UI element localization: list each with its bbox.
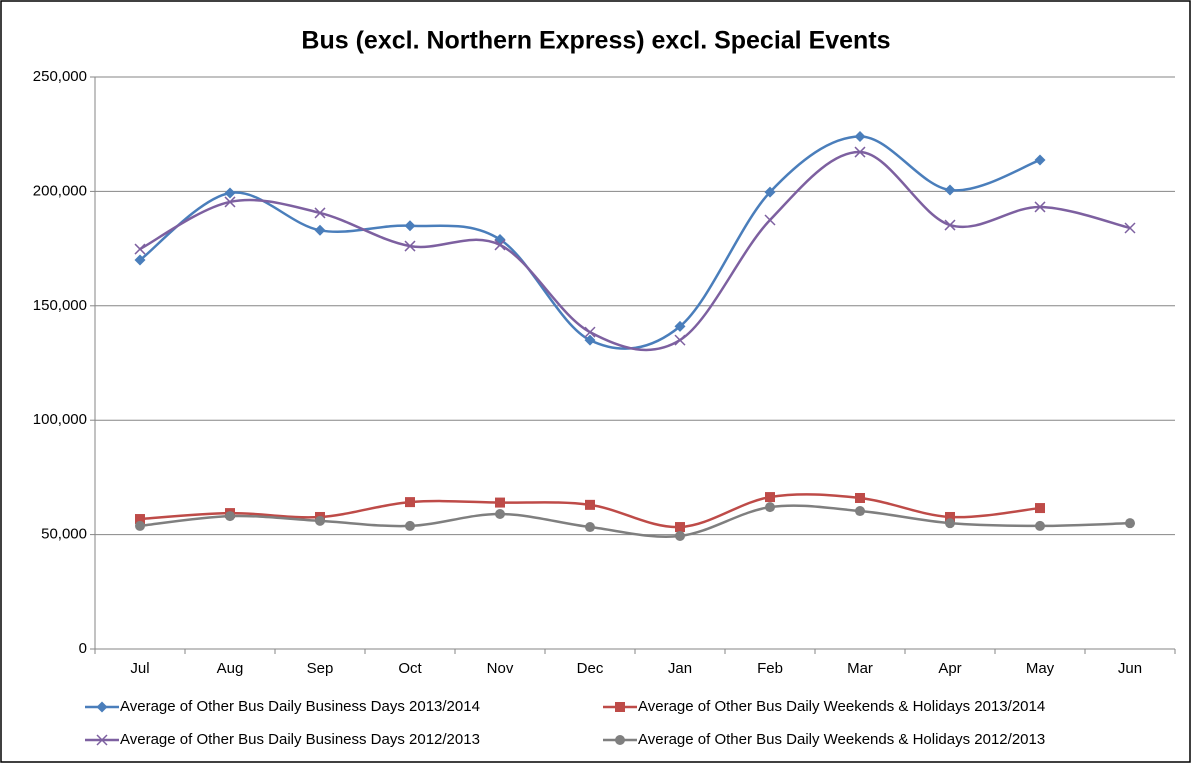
data-point [315,515,325,526]
data-point [944,219,956,231]
x-tick-label: Feb [757,660,783,677]
x-tick-label: Jul [130,660,149,677]
chart-title: Bus (excl. Northern Express) excl. Speci… [301,27,890,55]
series-line [139,504,1131,538]
y-tick-label: 50,000 [41,526,87,543]
data-point [674,320,686,332]
legend-marker [615,702,625,712]
legend-label: Average of Other Bus Daily Weekends & Ho… [638,698,1045,715]
data-point [585,522,595,533]
data-point [764,186,776,198]
data-point [134,254,146,266]
data-point [1034,201,1046,213]
data-point [585,499,595,510]
data-point [404,220,416,232]
x-tick-label: Nov [487,660,514,677]
data-point [854,130,866,142]
data-point [135,520,145,531]
data-point [945,518,955,529]
data-point [405,520,415,531]
data-point [224,196,236,208]
x-tick-label: Dec [577,660,604,677]
data-point [495,509,505,520]
data-point [674,334,686,346]
legend-label: Average of Other Bus Daily Weekends & Ho… [638,731,1045,748]
legend-marker [96,701,108,713]
data-point [404,240,416,252]
data-point [584,326,596,338]
data-point [764,214,776,226]
data-point [1125,518,1135,529]
data-point [1035,503,1045,514]
data-point [675,522,685,533]
data-point [675,530,685,541]
data-point [314,207,326,219]
x-tick-label: May [1026,660,1055,677]
x-tick-label: Oct [398,660,422,677]
legend-marker [96,734,108,746]
data-point [1035,520,1045,531]
y-tick-label: 0 [79,640,87,657]
data-point [945,511,955,522]
data-point [1124,222,1136,234]
data-point [944,184,956,196]
data-point [855,506,865,517]
legend-marker [615,735,625,745]
data-point [405,497,415,508]
y-tick-label: 200,000 [33,182,87,199]
y-tick-label: 150,000 [33,297,87,314]
y-tick-label: 250,000 [33,68,87,85]
data-point [135,514,145,525]
x-tick-label: Jan [668,660,692,677]
legend-label: Average of Other Bus Daily Business Days… [120,698,480,715]
legend-label: Average of Other Bus Daily Business Days… [120,731,480,748]
data-point [224,187,236,199]
data-point [314,224,326,236]
data-point [495,497,505,508]
data-point [494,239,506,251]
data-point [1034,154,1046,166]
y-tick-label: 100,000 [33,411,87,428]
x-tick-label: Mar [847,660,873,677]
data-point [584,334,596,346]
x-tick-label: Apr [938,660,961,677]
data-point [765,502,775,513]
data-point [765,492,775,503]
data-point [854,146,866,158]
x-tick-label: Sep [307,660,334,677]
data-point [855,492,865,503]
x-tick-label: Jun [1118,660,1142,677]
data-point [134,243,146,255]
x-tick-label: Aug [217,660,244,677]
data-point [225,511,235,522]
